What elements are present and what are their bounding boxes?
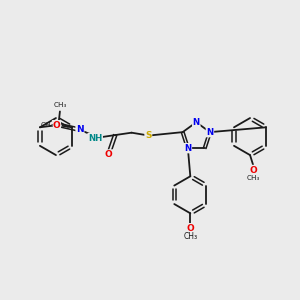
- Text: O: O: [52, 121, 60, 130]
- Text: CH₃: CH₃: [247, 176, 260, 182]
- Text: N: N: [76, 125, 84, 134]
- Text: S: S: [145, 131, 152, 140]
- Text: O: O: [250, 166, 257, 175]
- Text: O: O: [105, 150, 112, 159]
- Text: N: N: [206, 128, 214, 136]
- Text: N: N: [184, 144, 191, 153]
- Text: CH₃: CH₃: [183, 232, 197, 241]
- Text: CH₃: CH₃: [41, 122, 54, 128]
- Text: N: N: [193, 118, 200, 127]
- Text: NH: NH: [88, 134, 102, 142]
- Text: O: O: [186, 224, 194, 233]
- Text: CH₃: CH₃: [53, 102, 67, 108]
